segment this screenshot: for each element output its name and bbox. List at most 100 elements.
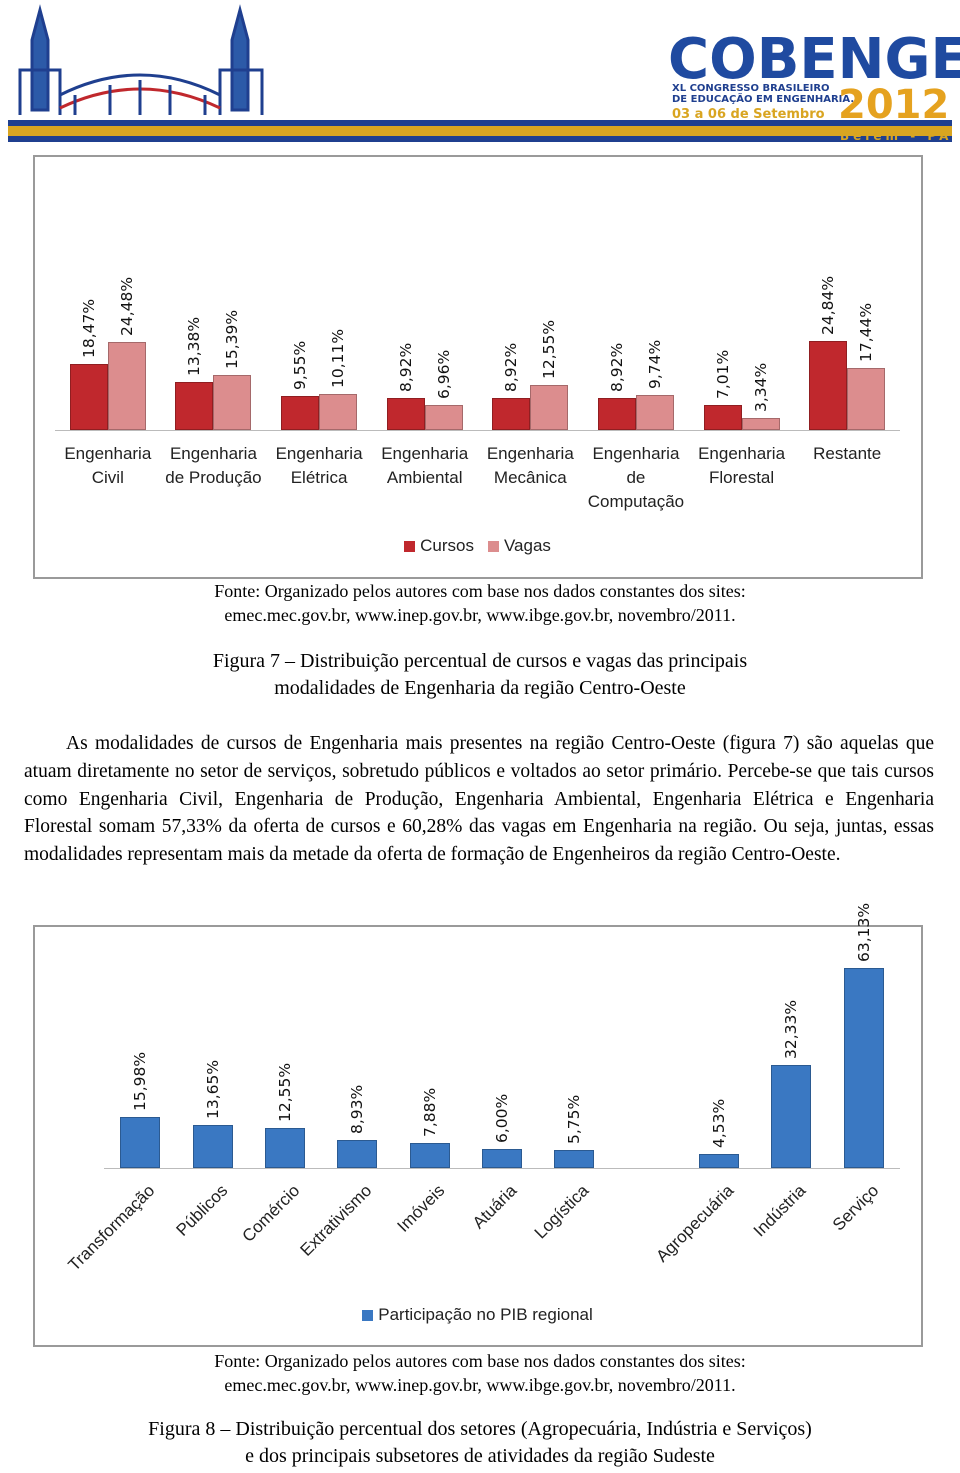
value-label: 7,01% bbox=[713, 349, 732, 399]
bar bbox=[281, 395, 320, 430]
legend: Participação no PIB regional bbox=[35, 1305, 920, 1325]
bar bbox=[264, 1128, 305, 1168]
bar bbox=[213, 374, 252, 430]
body-paragraph: As modalidades de cursos de Engenharia m… bbox=[24, 733, 934, 866]
legend-swatch bbox=[487, 540, 499, 552]
bar bbox=[319, 393, 358, 430]
x-tick-label: Engenharia Elétrica bbox=[275, 444, 363, 487]
figure-caption: modalidades de Engenharia da região Cent… bbox=[274, 677, 686, 699]
bar bbox=[175, 382, 214, 430]
congress-line2: DE EDUCAÇÃO EM ENGENHARIA. bbox=[672, 92, 854, 105]
figure-source: emec.mec.gov.br, www.inep.gov.br, www.ib… bbox=[224, 605, 736, 625]
banner-stripe-inner bbox=[8, 126, 952, 136]
value-label: 8,92% bbox=[607, 342, 626, 393]
value-label: 7,88% bbox=[420, 1087, 439, 1137]
bar bbox=[69, 363, 108, 430]
bar bbox=[699, 1153, 740, 1168]
bar bbox=[597, 398, 636, 430]
bar bbox=[843, 967, 884, 1168]
legend-label: Vagas bbox=[503, 536, 551, 555]
x-tick-label: Transformação bbox=[64, 1180, 159, 1275]
bar bbox=[492, 398, 531, 430]
bar bbox=[635, 395, 674, 430]
value-label: 18,47% bbox=[79, 298, 98, 358]
bar bbox=[386, 398, 425, 430]
baseline bbox=[55, 430, 900, 431]
figure-caption: e dos principais subsetores de atividade… bbox=[245, 1445, 715, 1467]
value-label: 9,55% bbox=[291, 340, 310, 390]
logo-title: COBENGE bbox=[668, 27, 960, 92]
value-label: 12,55% bbox=[275, 1063, 294, 1123]
value-label: 8,93% bbox=[348, 1084, 367, 1134]
x-tick-label: Serviço bbox=[828, 1180, 883, 1235]
x-tick-label: Engenharia Florestal bbox=[698, 444, 786, 487]
legend-item: Vagas bbox=[487, 536, 551, 556]
value-label: 5,75% bbox=[565, 1094, 584, 1144]
value-label: 15,39% bbox=[223, 309, 242, 369]
legend-label: Cursos bbox=[420, 536, 474, 555]
value-label: 8,92% bbox=[502, 342, 521, 393]
value-label: 17,44% bbox=[857, 302, 876, 362]
value-label: 3,34% bbox=[751, 362, 770, 413]
baseline bbox=[104, 1168, 900, 1169]
legend-item: Cursos bbox=[404, 536, 474, 556]
figure-caption: Figura 7 – Distribuição percentual de cu… bbox=[212, 650, 748, 672]
x-tick-label: Engenharia de Computação bbox=[587, 444, 685, 511]
bar bbox=[741, 418, 780, 430]
legend-label: Participação no PIB regional bbox=[378, 1305, 593, 1324]
x-tick-label: Indústria bbox=[750, 1180, 810, 1241]
figure-source: Fonte: Organizado pelos autores com base… bbox=[214, 581, 746, 601]
dates: 03 a 06 de Setembro bbox=[672, 107, 825, 122]
x-tick-label: Engenharia Civil bbox=[64, 444, 152, 487]
bar bbox=[530, 385, 569, 430]
value-label: 13,65% bbox=[203, 1059, 222, 1119]
value-label: 12,55% bbox=[540, 319, 559, 380]
church-logo bbox=[18, 4, 264, 115]
legend-swatch bbox=[362, 1309, 374, 1321]
bar bbox=[703, 404, 742, 430]
x-tick-label: Logística bbox=[531, 1180, 593, 1243]
value-label: 32,33% bbox=[782, 1000, 801, 1060]
bar bbox=[107, 342, 146, 430]
year: 2012 bbox=[838, 82, 949, 128]
value-label: 9,74% bbox=[645, 339, 664, 390]
x-tick-label: Comércio bbox=[238, 1180, 304, 1246]
value-label: 24,84% bbox=[819, 275, 838, 335]
bar bbox=[337, 1139, 378, 1168]
x-tick-label: Engenharia Ambiental bbox=[381, 444, 469, 487]
bar bbox=[120, 1117, 161, 1168]
value-label: 10,11% bbox=[329, 328, 348, 388]
value-label: 13,38% bbox=[185, 316, 204, 377]
legend-swatch bbox=[404, 540, 416, 552]
value-label: 8,92% bbox=[396, 342, 415, 393]
place: Belém - PA bbox=[840, 129, 952, 143]
value-label: 63,13% bbox=[854, 902, 873, 962]
bar bbox=[771, 1065, 812, 1168]
value-label: 4,53% bbox=[710, 1098, 729, 1148]
x-tick-label: Agropecuária bbox=[652, 1180, 738, 1266]
bar bbox=[847, 367, 886, 430]
value-label: 24,48% bbox=[117, 277, 136, 337]
bar bbox=[809, 340, 848, 430]
header-banner: COBENGE XL CONGRESSO BRASILEIRO DE EDUCA… bbox=[8, 4, 960, 143]
value-label: 6,96% bbox=[434, 349, 453, 400]
bar bbox=[482, 1148, 522, 1168]
legend-item: Participação no PIB regional bbox=[362, 1305, 593, 1325]
x-tick-label: Engenharia de Produção bbox=[165, 444, 262, 487]
x-tick-label: Engenharia Mecânica bbox=[486, 444, 574, 487]
x-tick-label: Extrativismo bbox=[296, 1180, 376, 1260]
value-label: 15,98% bbox=[131, 1052, 150, 1112]
bar bbox=[554, 1149, 595, 1168]
x-tick-label: Atuária bbox=[468, 1180, 521, 1233]
x-tick-label: Restante bbox=[813, 444, 882, 463]
bar bbox=[409, 1143, 450, 1168]
x-tick-label: Públicos bbox=[172, 1180, 231, 1240]
congress: XL CONGRESSO BRASILEIRO bbox=[672, 83, 830, 94]
x-tick-label: Imóveis bbox=[393, 1180, 448, 1236]
chart-frame bbox=[33, 155, 923, 579]
figure-source: emec.mec.gov.br, www.inep.gov.br, www.ib… bbox=[224, 1375, 736, 1395]
value-label: 6,00% bbox=[493, 1093, 511, 1143]
